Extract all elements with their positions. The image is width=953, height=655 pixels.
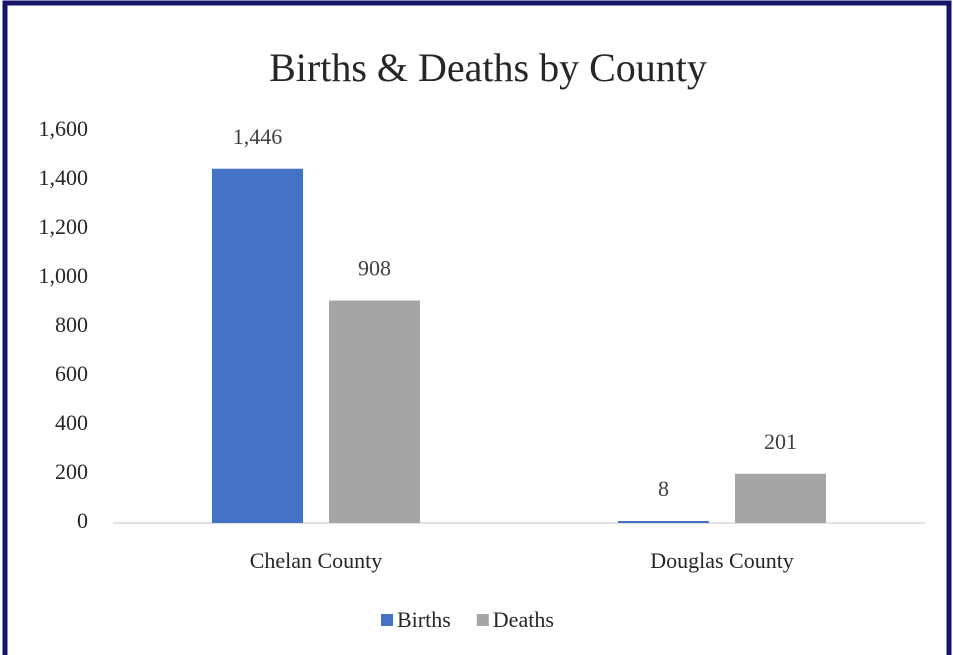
bar	[329, 300, 420, 523]
data-label: 201	[764, 429, 797, 454]
x-tick-label: Chelan County	[250, 548, 383, 573]
y-tick-label: 1,600	[39, 116, 89, 141]
y-tick-label: 1,200	[39, 214, 89, 239]
legend-label: Deaths	[493, 607, 554, 632]
y-tick-label: 0	[77, 508, 88, 533]
x-tick-label: Douglas County	[650, 548, 794, 573]
y-tick-label: 800	[55, 312, 88, 337]
data-label: 1,446	[233, 124, 283, 149]
data-label: 8	[658, 476, 669, 501]
bar	[618, 521, 709, 523]
legend-swatch	[476, 614, 489, 626]
y-tick-label: 200	[55, 459, 88, 484]
legend-swatch	[381, 614, 393, 626]
y-tick-label: 400	[55, 410, 88, 435]
bar	[212, 168, 303, 524]
y-tick-label: 600	[55, 361, 88, 386]
legend-label: Births	[397, 607, 451, 632]
bar	[735, 473, 826, 523]
data-label: 908	[358, 256, 391, 281]
y-tick-label: 1,000	[39, 263, 89, 288]
y-tick-label: 1,400	[39, 165, 89, 190]
chart-title: Births & Deaths by County	[269, 45, 707, 90]
